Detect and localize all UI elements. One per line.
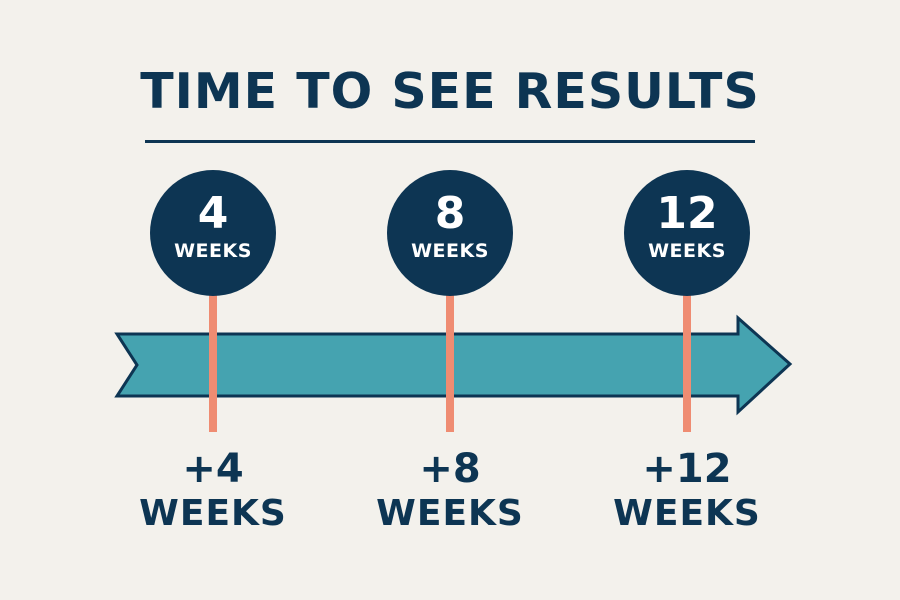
milestone-number: 4 [197,188,229,239]
milestone-bubble-4-weeks: 4 WEEKS [150,170,276,296]
milestone-bubble-8-weeks: 8 WEEKS [387,170,513,296]
page-title: TIME TO SEE RESULTS [140,63,760,120]
milestone-label-8-weeks: +8 WEEKS [360,446,540,536]
milestone-number: 8 [434,188,466,239]
title-underline [145,140,755,143]
milestone-label-plus: +4 [182,446,244,492]
milestone-unit: WEEKS [648,240,726,262]
milestone-bubble-12-weeks: 12 WEEKS [624,170,750,296]
milestone-label-12-weeks: +12 WEEKS [597,446,777,536]
milestone-unit: WEEKS [174,240,252,262]
milestone-label-4-weeks: +4 WEEKS [123,446,303,536]
milestone-label-plus: +8 [419,446,481,492]
milestone-label-unit: WEEKS [613,493,761,534]
milestone-label-unit: WEEKS [376,493,524,534]
milestone-label-unit: WEEKS [139,493,287,534]
milestone-label-plus: +12 [642,446,732,492]
milestone-number: 12 [656,188,718,239]
milestone-unit: WEEKS [411,240,489,262]
